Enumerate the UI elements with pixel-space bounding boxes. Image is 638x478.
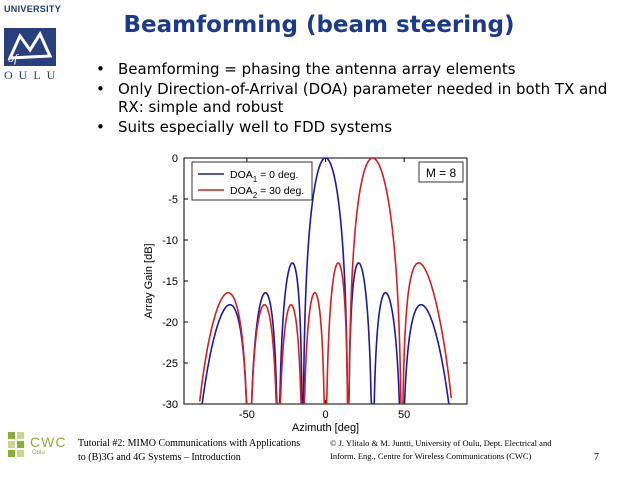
- series-line-2: [198, 158, 453, 404]
- legend-label: DOA2 = 30 deg.: [230, 185, 304, 200]
- footer-right-line: © J. Ylitalo & M. Juntti, University of …: [330, 438, 552, 448]
- cwc-square-icon: [17, 432, 24, 439]
- footer-right-line: Inform. Eng., Centre for Wireless Commun…: [330, 451, 532, 461]
- y-tick-label: 0: [172, 153, 178, 165]
- footer-left-line: Tutorial #2: MIMO Communications with Ap…: [78, 438, 301, 449]
- logo-mark-text: of: [8, 51, 19, 65]
- cwc-square-icon: [8, 432, 15, 439]
- annotation-box: [418, 161, 464, 183]
- page-number: 7: [594, 452, 599, 463]
- cwc-square-icon: [8, 441, 15, 448]
- y-tick-label: -20: [162, 317, 178, 329]
- y-tick-label: -25: [162, 358, 178, 370]
- footer-tutorial: Tutorial #2: MIMO Communications with Ap…: [78, 437, 318, 465]
- slide-title: Beamforming (beam steering): [123, 12, 515, 38]
- bullet-item: Beamforming = phasing the antenna array …: [96, 60, 616, 78]
- cwc-logo: CWC Oulu: [4, 428, 74, 468]
- logo-top-text: UNIVERSITY: [4, 4, 62, 14]
- bullet-list: Beamforming = phasing the antenna array …: [96, 60, 616, 138]
- cwc-square-icon: [8, 450, 15, 457]
- university-logo: UNIVERSITY of OULU: [4, 4, 62, 82]
- y-tick-label: -10: [162, 235, 178, 247]
- y-tick-label: -30: [162, 399, 178, 411]
- bullet-item: Only Direction-of-Arrival (DOA) paramete…: [96, 80, 616, 116]
- annotation-label: M = 8: [426, 166, 457, 180]
- cwc-text: CWC: [30, 434, 67, 450]
- cwc-square-icon: [17, 450, 24, 457]
- footer-copyright: © J. Ylitalo & M. Juntti, University of …: [330, 437, 580, 463]
- y-axis-label: Array Gain [dB]: [143, 243, 155, 318]
- logo-mark: of: [4, 28, 56, 66]
- logo-bottom-text: OULU: [4, 68, 62, 82]
- footer-left-line: to (B)3G and 4G Systems – Introduction: [78, 452, 241, 463]
- x-axis-label: Azimuth [deg]: [292, 422, 359, 434]
- y-tick-label: -15: [162, 276, 178, 288]
- cwc-square-icon: [17, 441, 24, 448]
- x-tick-label: 0: [322, 409, 328, 421]
- legend-label: DOA1 = 0 deg.: [230, 169, 298, 184]
- x-tick-label: -50: [239, 409, 255, 421]
- bullet-item: Suits especially well to FDD systems: [96, 118, 616, 136]
- logo-pattern-icon: of: [7, 30, 53, 65]
- y-tick-label: -5: [168, 194, 178, 206]
- x-tick-label: 50: [398, 409, 410, 421]
- cwc-subtext: Oulu: [32, 450, 45, 456]
- legend-box: [191, 161, 313, 201]
